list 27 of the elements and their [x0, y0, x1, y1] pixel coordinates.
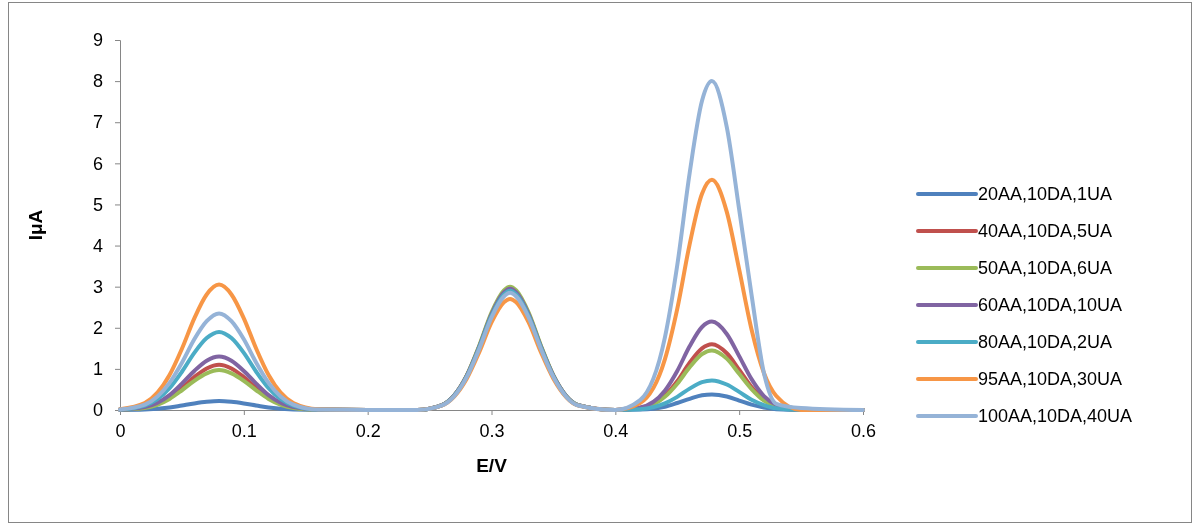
legend-label: 80AA,10DA,2UA: [978, 332, 1113, 352]
y-tick-label: 9: [92, 30, 103, 51]
y-tick-label: 0: [92, 400, 103, 421]
x-tick-label: 0.6: [850, 420, 877, 441]
y-axis-title: IμA: [25, 209, 46, 241]
x-tick-label: 0.5: [727, 420, 753, 441]
legend-label: 100AA,10DA,40UA: [978, 406, 1133, 426]
y-tick-label: 2: [92, 318, 103, 339]
y-tick-label: 1: [92, 359, 103, 380]
x-axis-title: E/V: [476, 455, 508, 476]
legend-label: 20AA,10DA,1UA: [978, 184, 1113, 204]
y-tick-label: 6: [92, 153, 103, 174]
y-tick-label: 4: [92, 235, 103, 256]
x-tick-label: 0.4: [603, 420, 629, 441]
y-tick-label: 3: [92, 276, 103, 297]
x-tick-label: 0.3: [479, 420, 505, 441]
legend-label: 95AA,10DA,30UA: [978, 369, 1123, 389]
y-tick-label: 7: [92, 112, 103, 133]
x-tick-label: 0: [115, 420, 126, 441]
y-tick-label: 5: [92, 194, 103, 215]
legend-label: 50AA,10DA,6UA: [978, 258, 1113, 278]
legend-label: 60AA,10DA,10UA: [978, 295, 1123, 315]
x-tick-label: 0.2: [355, 420, 381, 441]
x-tick-label: 0.1: [231, 420, 257, 441]
line-series: [118, 79, 865, 412]
y-tick-label: 8: [92, 71, 103, 92]
legend-label: 40AA,10DA,5UA: [978, 221, 1113, 241]
